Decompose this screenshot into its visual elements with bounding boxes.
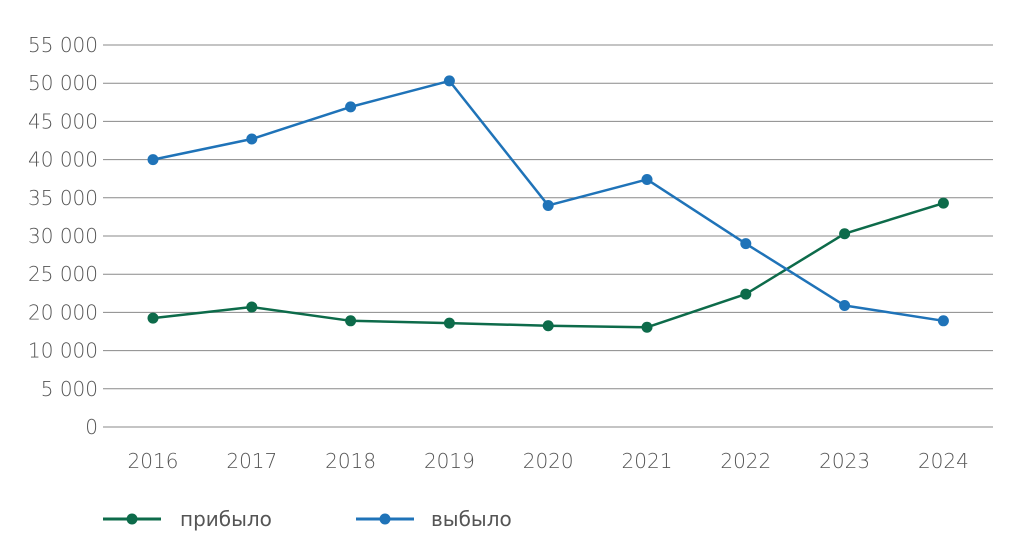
y-tick-label: 5 000 bbox=[41, 377, 98, 401]
legend-label-departures: выбыло bbox=[431, 507, 512, 531]
data-point bbox=[839, 228, 851, 240]
x-tick-label: 2016 bbox=[128, 449, 179, 473]
x-tick-label: 2024 bbox=[918, 449, 969, 473]
data-point bbox=[246, 301, 258, 313]
data-point bbox=[443, 317, 455, 329]
series-line bbox=[152, 201, 944, 329]
x-tick-label: 2020 bbox=[523, 449, 574, 473]
grid bbox=[103, 44, 993, 428]
data-point bbox=[147, 312, 159, 324]
data-point bbox=[641, 321, 653, 333]
legend-marker-arrivals bbox=[126, 513, 138, 525]
data-point bbox=[937, 197, 949, 209]
series-departures bbox=[147, 75, 949, 327]
y-tick-label: 40 000 bbox=[28, 148, 98, 172]
y-axis-ticks: 0 5 000 10 000 20 000 25 000 30 000 35 000 40 0… bbox=[28, 33, 98, 439]
data-point bbox=[147, 154, 159, 166]
x-tick-label: 2017 bbox=[226, 449, 277, 473]
y-tick-label: 20 000 bbox=[28, 300, 98, 324]
x-tick-label: 2022 bbox=[720, 449, 771, 473]
data-point bbox=[246, 133, 258, 145]
data-point bbox=[839, 300, 851, 312]
y-tick-label: 10 000 bbox=[28, 339, 98, 363]
x-axis-ticks: 2016 2017 2018 2019 2020 2021 2022 2023 2024 bbox=[128, 449, 969, 473]
y-tick-label: 30 000 bbox=[28, 224, 98, 248]
series bbox=[147, 75, 949, 333]
y-tick-label: 35 000 bbox=[28, 186, 98, 210]
y-tick-label: 50 000 bbox=[28, 71, 98, 95]
y-tick-label: 55 000 bbox=[28, 33, 98, 57]
legend-label-arrivals: прибыло bbox=[180, 507, 272, 531]
data-point bbox=[542, 320, 554, 332]
legend: прибыло выбыло bbox=[103, 507, 512, 531]
x-tick-label: 2021 bbox=[622, 449, 673, 473]
y-tick-label: 45 000 bbox=[28, 109, 98, 133]
x-tick-label: 2023 bbox=[819, 449, 870, 473]
data-point bbox=[740, 288, 752, 300]
legend-item-departures: выбыло bbox=[356, 507, 512, 531]
data-point bbox=[443, 75, 455, 87]
legend-item-arrivals: прибыло bbox=[103, 507, 272, 531]
data-point bbox=[641, 173, 653, 185]
data-point bbox=[345, 315, 357, 327]
x-tick-label: 2018 bbox=[325, 449, 376, 473]
data-point bbox=[542, 199, 554, 211]
y-tick-label: 25 000 bbox=[28, 262, 98, 286]
x-tick-label: 2019 bbox=[424, 449, 475, 473]
data-point bbox=[740, 238, 752, 250]
y-tick-label: 0 bbox=[85, 415, 98, 439]
data-point bbox=[345, 101, 357, 113]
legend-marker-departures bbox=[379, 513, 391, 525]
data-point bbox=[937, 315, 949, 327]
series-arrivals bbox=[147, 197, 949, 333]
